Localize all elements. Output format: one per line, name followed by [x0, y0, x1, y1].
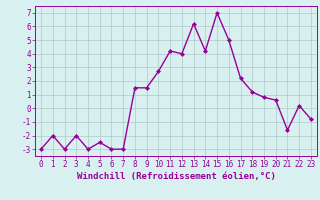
X-axis label: Windchill (Refroidissement éolien,°C): Windchill (Refroidissement éolien,°C) — [76, 172, 276, 181]
